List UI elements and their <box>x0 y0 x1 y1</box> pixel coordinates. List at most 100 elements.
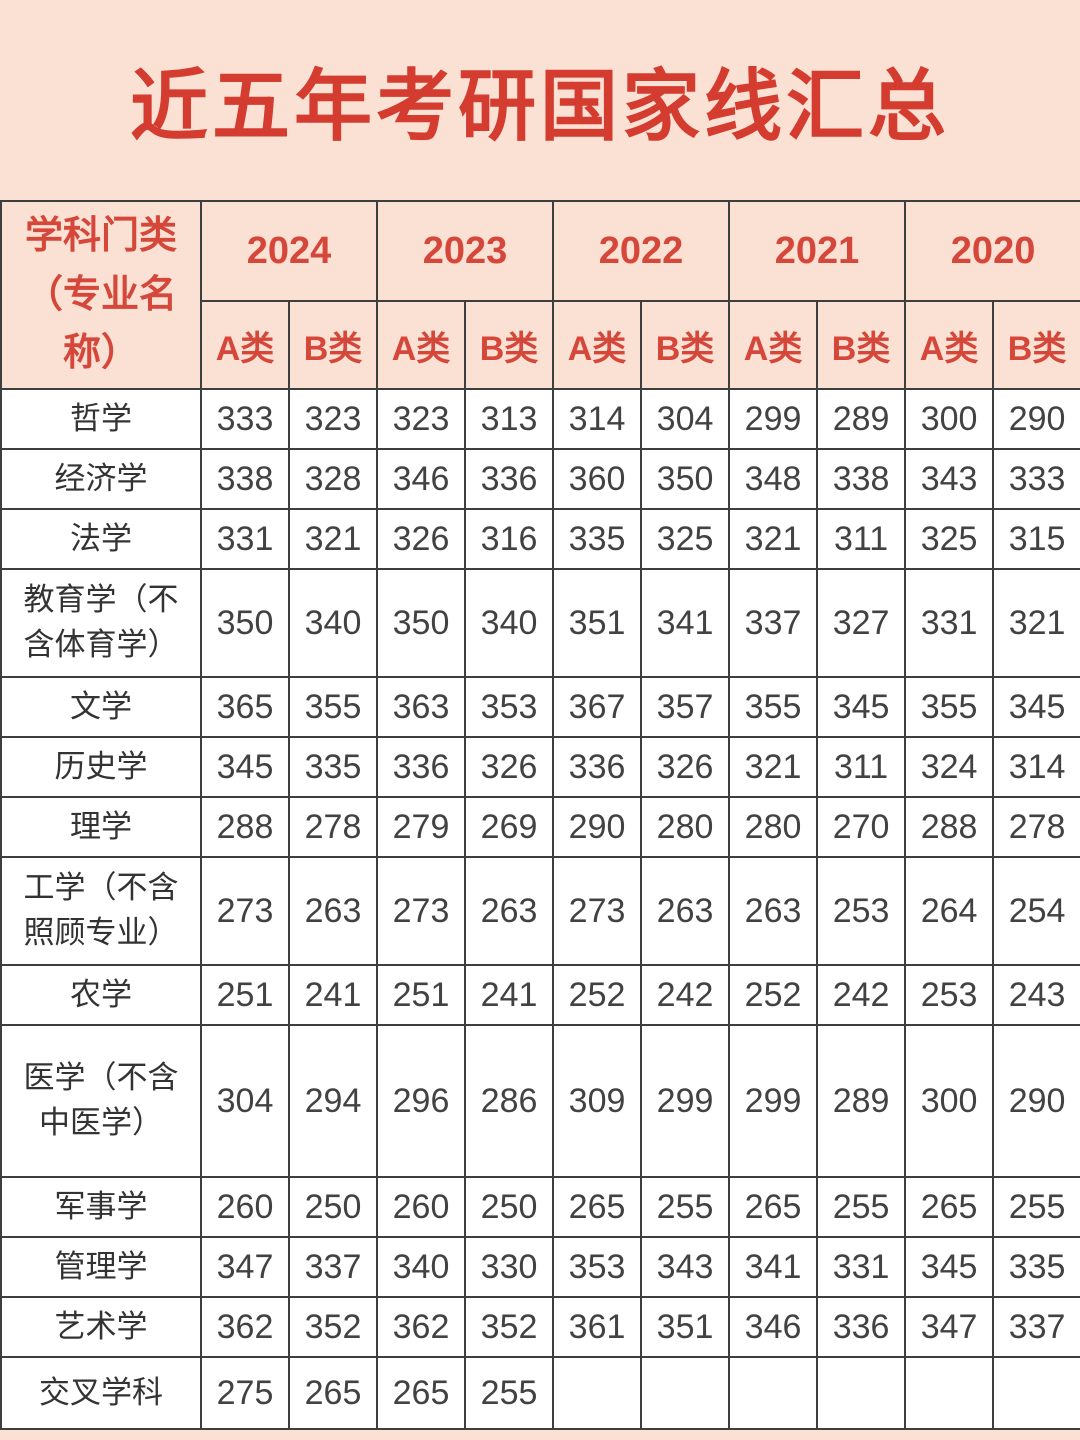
score-cell: 351 <box>640 1296 731 1358</box>
score-cell: 254 <box>992 856 1080 966</box>
score-cell: 260 <box>376 1176 467 1238</box>
score-cell: 325 <box>904 508 995 570</box>
score-cell: 335 <box>992 1236 1080 1298</box>
score-cell: 321 <box>287 508 379 570</box>
score-cell: 299 <box>728 388 819 450</box>
score-cell: 255 <box>464 1356 555 1430</box>
score-cell: 288 <box>904 796 995 858</box>
score-cell: 321 <box>992 568 1080 678</box>
row-label: 教育学（不含体育学） <box>0 568 202 678</box>
score-cell: 253 <box>904 964 995 1026</box>
row-label: 交叉学科 <box>0 1356 202 1430</box>
row-label: 历史学 <box>0 736 202 798</box>
score-cell: 336 <box>376 736 467 798</box>
score-table: 学科门类 （专业名称） 2024 2023 2022 2021 2020 A类 … <box>0 200 1080 1430</box>
table-row: 工学（不含照顾专业） 273 263 273 263 273 263 263 253 264 254 <box>0 856 1080 966</box>
score-cell: 251 <box>200 964 290 1026</box>
score-cell: 311 <box>816 508 907 570</box>
score-cell <box>552 1356 643 1430</box>
score-cell: 321 <box>728 508 819 570</box>
score-cell <box>640 1356 731 1430</box>
score-cell: 340 <box>464 568 555 678</box>
score-cell <box>904 1356 995 1430</box>
score-cell: 341 <box>728 1236 819 1298</box>
score-cell: 278 <box>992 796 1080 858</box>
score-cell: 347 <box>200 1236 290 1298</box>
score-cell: 263 <box>464 856 555 966</box>
score-cell: 279 <box>376 796 467 858</box>
score-cell: 341 <box>640 568 731 678</box>
score-cell: 338 <box>200 448 290 510</box>
table-row: 理学 288 278 279 269 290 280 280 270 288 278 <box>0 796 1080 858</box>
score-cell: 260 <box>200 1176 290 1238</box>
year-header-2020: 2020 <box>904 200 1080 302</box>
class-header-b: B类 <box>816 300 907 390</box>
table-row: 艺术学 362 352 362 352 361 351 346 336 347 337 <box>0 1296 1080 1358</box>
score-cell: 314 <box>992 736 1080 798</box>
score-cell: 264 <box>904 856 995 966</box>
score-cell: 321 <box>728 736 819 798</box>
score-cell: 311 <box>816 736 907 798</box>
score-cell: 270 <box>816 796 907 858</box>
score-cell: 350 <box>200 568 290 678</box>
score-cell: 290 <box>552 796 643 858</box>
score-cell: 315 <box>992 508 1080 570</box>
score-cell: 352 <box>287 1296 379 1358</box>
score-cell: 273 <box>200 856 290 966</box>
score-cell: 337 <box>287 1236 379 1298</box>
score-cell: 275 <box>200 1356 290 1430</box>
page-title: 近五年考研国家线汇总 <box>129 62 950 150</box>
score-cell: 336 <box>816 1296 907 1358</box>
score-cell: 362 <box>376 1296 467 1358</box>
score-cell: 352 <box>464 1296 555 1358</box>
score-cell: 351 <box>552 568 643 678</box>
score-cell: 255 <box>992 1176 1080 1238</box>
score-cell: 324 <box>904 736 995 798</box>
score-cell: 345 <box>200 736 290 798</box>
score-cell: 294 <box>287 1024 379 1178</box>
title-band: 近五年考研国家线汇总 <box>0 0 1080 200</box>
score-cell: 353 <box>552 1236 643 1298</box>
class-header-b: B类 <box>287 300 379 390</box>
score-cell: 327 <box>816 568 907 678</box>
score-cell: 243 <box>992 964 1080 1026</box>
score-cell: 350 <box>640 448 731 510</box>
score-cell: 252 <box>552 964 643 1026</box>
score-cell: 253 <box>816 856 907 966</box>
score-cell: 323 <box>287 388 379 450</box>
score-cell: 331 <box>816 1236 907 1298</box>
score-cell: 365 <box>200 676 290 738</box>
score-cell: 265 <box>904 1176 995 1238</box>
year-header-2024: 2024 <box>199 200 379 302</box>
score-cell: 346 <box>728 1296 819 1358</box>
score-cell: 300 <box>904 388 995 450</box>
table-row: 管理学 347 337 340 330 353 343 341 331 345 335 <box>0 1236 1080 1298</box>
score-cell: 241 <box>287 964 379 1026</box>
score-cell: 326 <box>376 508 467 570</box>
corner-header-line2: （专业名称） <box>24 273 177 375</box>
score-cell: 337 <box>992 1296 1080 1358</box>
score-cell: 330 <box>464 1236 555 1298</box>
score-cell: 313 <box>464 388 555 450</box>
score-cell: 265 <box>552 1176 643 1238</box>
corner-header: 学科门类 （专业名称） <box>0 200 202 390</box>
table-row: 医学（不含中医学） 304 294 296 286 309 299 299 289 300 290 <box>0 1024 1080 1178</box>
score-cell: 360 <box>552 448 643 510</box>
score-cell: 250 <box>287 1176 379 1238</box>
row-label: 哲学 <box>0 388 202 450</box>
score-cell: 345 <box>992 676 1080 738</box>
score-cell: 300 <box>904 1024 995 1178</box>
row-label: 艺术学 <box>0 1296 202 1358</box>
score-cell: 323 <box>376 388 467 450</box>
class-header-row: A类 B类 A类 B类 A类 B类 A类 B类 A类 B类 <box>1 300 1080 390</box>
score-cell: 336 <box>464 448 555 510</box>
table-row: 交叉学科 275 265 265 255 <box>0 1356 1080 1430</box>
score-cell: 340 <box>287 568 379 678</box>
score-cell: 265 <box>728 1176 819 1238</box>
score-cell <box>728 1356 819 1430</box>
class-header-a: A类 <box>904 300 995 390</box>
score-cell: 357 <box>640 676 731 738</box>
score-cell: 286 <box>464 1024 555 1178</box>
score-cell: 250 <box>464 1176 555 1238</box>
score-cell: 263 <box>640 856 731 966</box>
